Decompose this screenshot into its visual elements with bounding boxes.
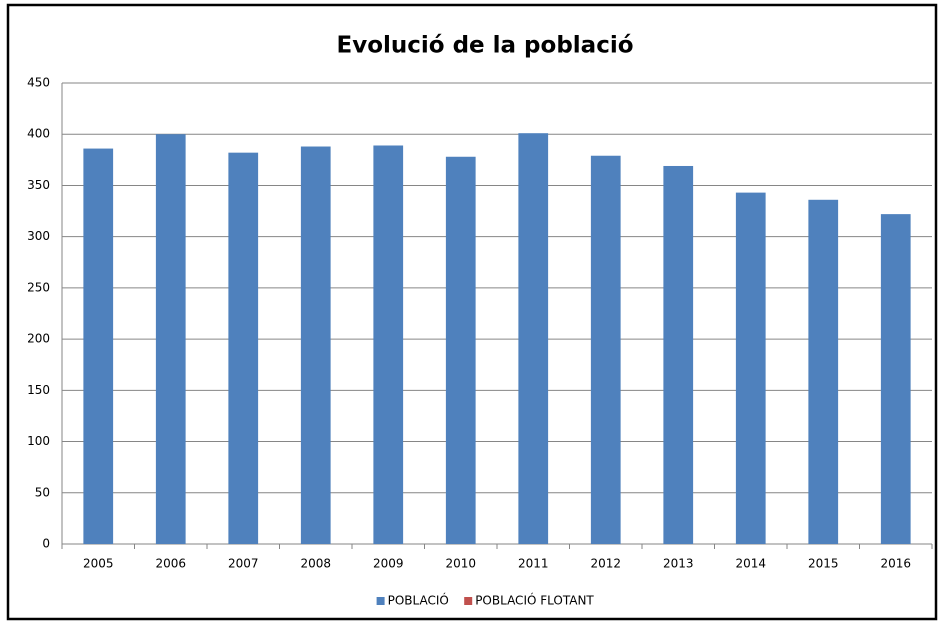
y-tick-label: 0 [42, 537, 50, 551]
y-tick-label: 200 [27, 332, 50, 346]
y-tick-label: 50 [35, 485, 50, 499]
bar [373, 145, 404, 545]
x-tick-label: 2009 [373, 557, 404, 571]
bar [300, 146, 331, 544]
chart-title: Evolució de la població [336, 33, 633, 59]
bar [155, 134, 186, 544]
x-tick-label: 2010 [445, 557, 476, 571]
legend-swatch [376, 597, 385, 605]
y-tick-label: 400 [27, 127, 50, 141]
bar [445, 156, 476, 544]
bar [880, 214, 911, 544]
legend-label: POBLACIÓ [388, 593, 449, 608]
legend-swatch [464, 597, 473, 605]
x-tick-label: 2005 [83, 557, 114, 571]
x-tick-label: 2006 [155, 557, 186, 571]
bar [808, 199, 839, 544]
x-tick-label: 2008 [300, 557, 331, 571]
bar [590, 155, 621, 545]
bar [735, 192, 766, 545]
x-tick-label: 2016 [880, 557, 911, 571]
x-tick-label: 2007 [228, 557, 259, 571]
x-tick-label: 2011 [518, 557, 549, 571]
x-tick-label: 2012 [590, 557, 621, 571]
bar [228, 152, 259, 544]
bar [83, 148, 114, 544]
y-tick-label: 300 [27, 229, 50, 243]
y-tick-label: 450 [27, 76, 50, 90]
y-tick-label: 250 [27, 280, 50, 294]
y-tick-label: 150 [27, 383, 50, 397]
y-tick-label: 100 [27, 434, 50, 448]
x-tick-label: 2015 [808, 557, 839, 571]
y-tick-label: 350 [27, 178, 50, 192]
bar [663, 165, 694, 545]
legend-label: POBLACIÓ FLOTANT [475, 593, 594, 608]
x-tick-label: 2013 [663, 557, 694, 571]
bar [518, 133, 549, 544]
x-tick-label: 2014 [735, 557, 766, 571]
